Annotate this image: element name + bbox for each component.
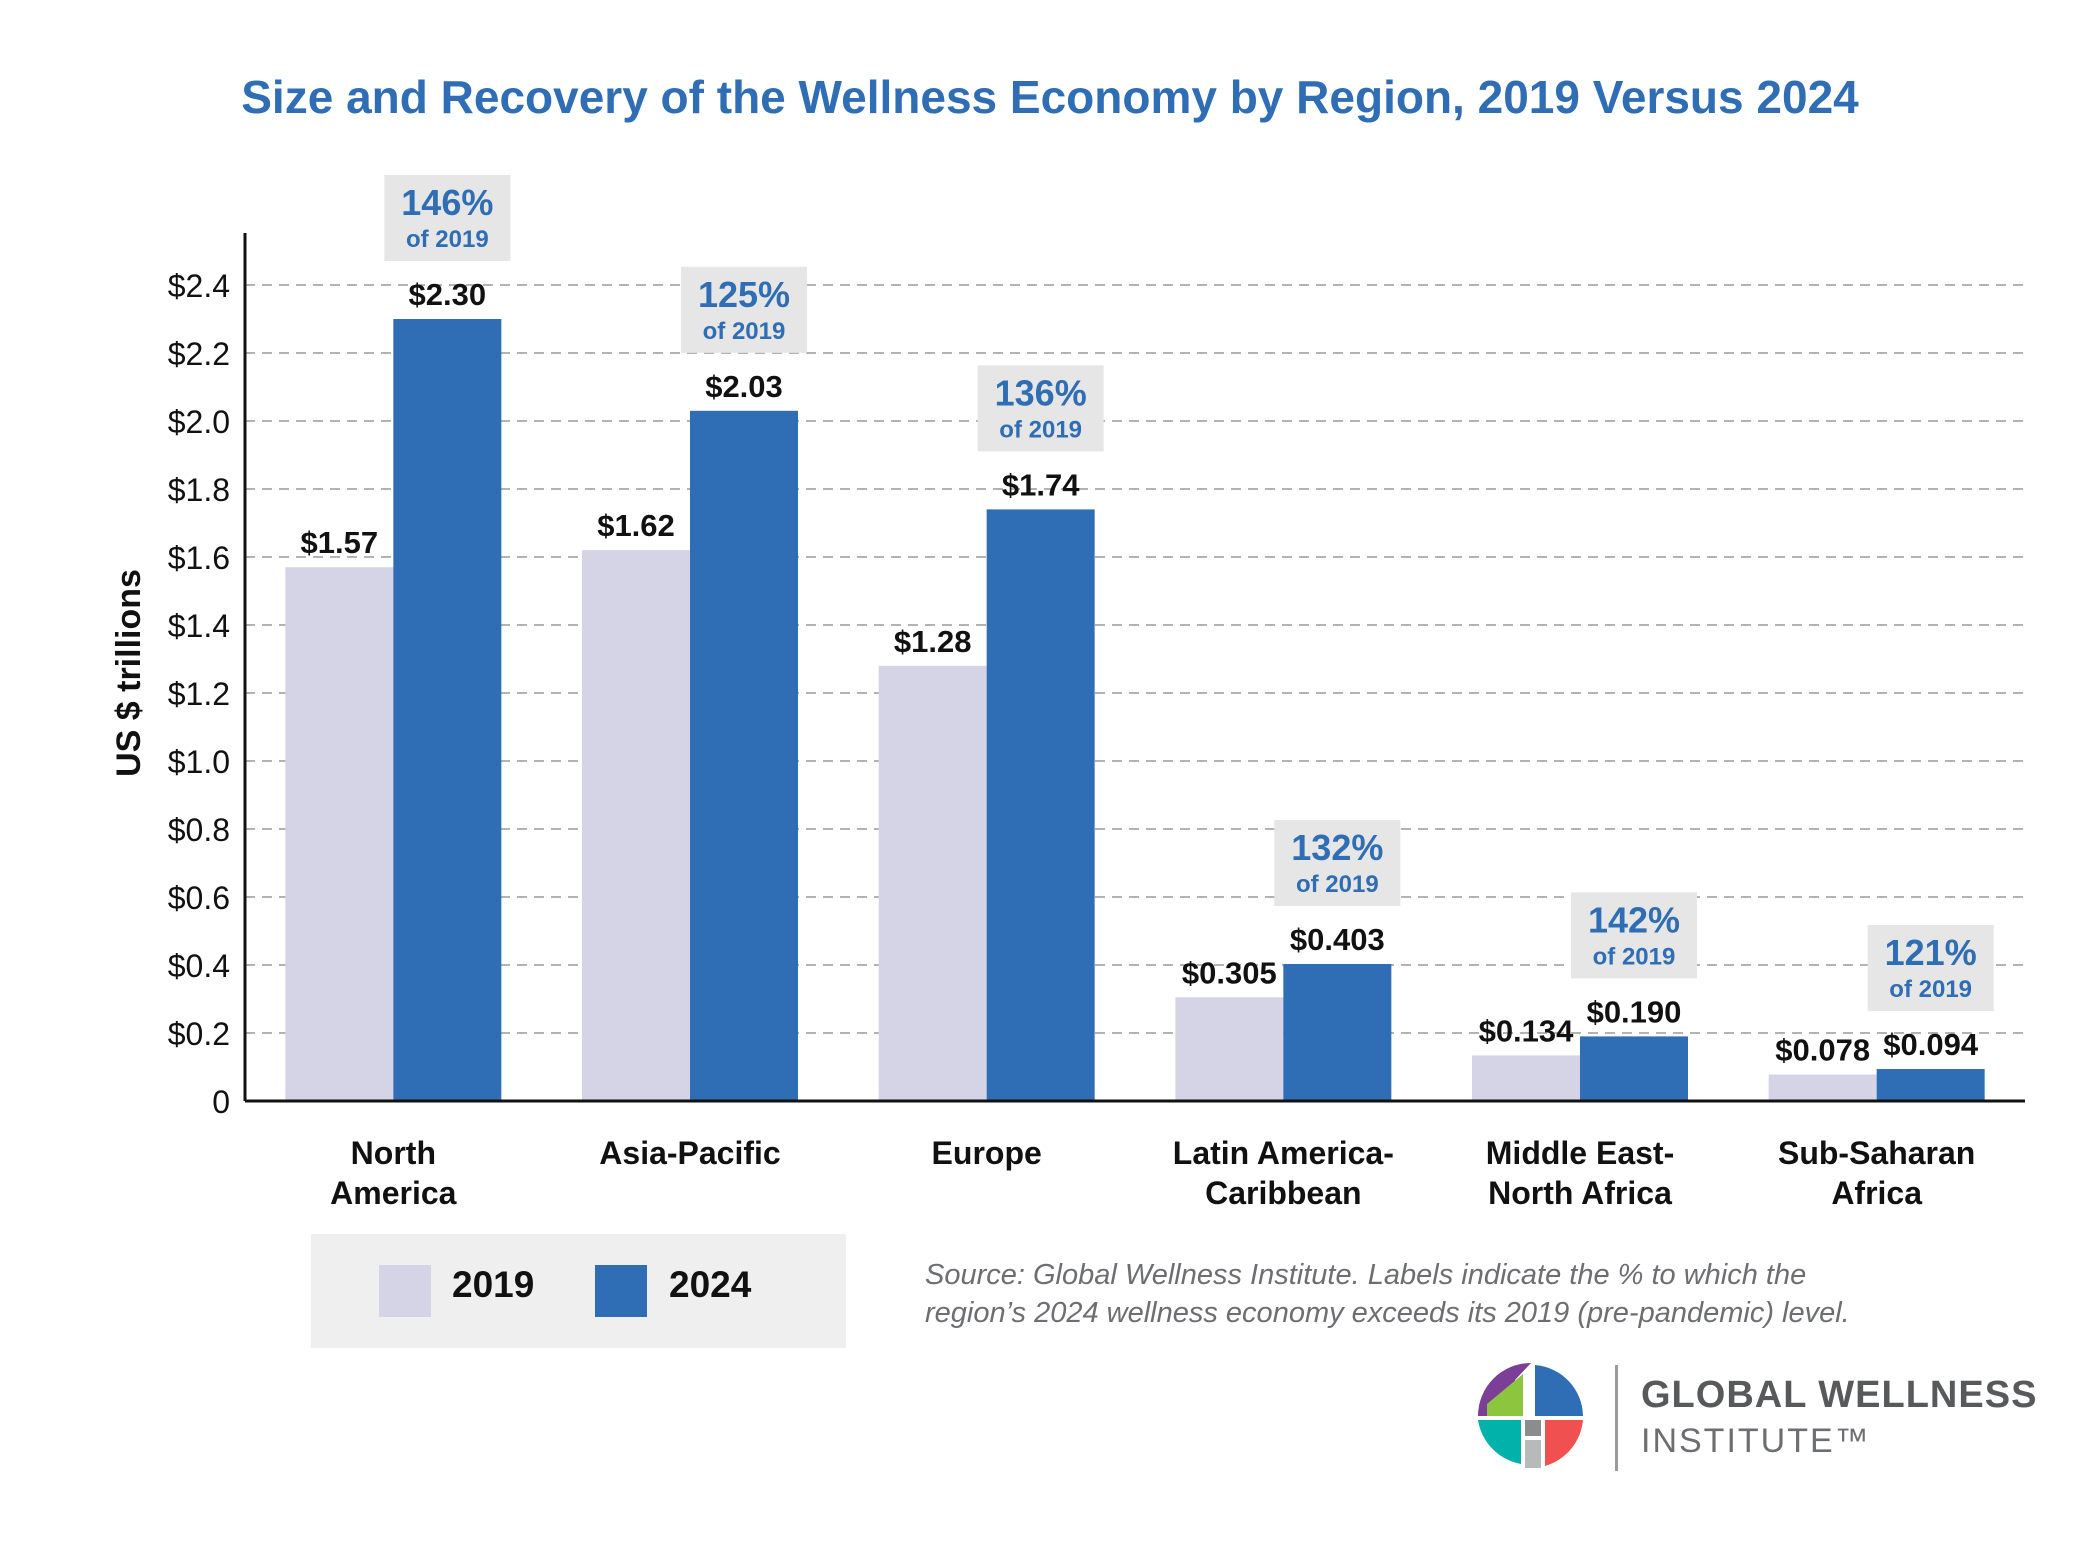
bars [285,319,1985,1101]
chart-title: Size and Recovery of the Wellness Econom… [241,71,1859,123]
value-labels: $1.57 $2.30 $1.62 $2.03 $1.28 $1.74 $0.305 $0.4… [301,277,1979,1067]
annotation-subtext: of 2019 [999,416,1082,443]
source-note-line-1: Source: Global Wellness Institute. Label… [925,1259,1807,1291]
data-label-2024: $2.03 [705,369,783,404]
x-category-label: Caribbean [1205,1175,1361,1211]
source-note: Source: Global Wellness Institute. Label… [925,1256,2025,1332]
annotation-subtext: of 2019 [1296,871,1379,898]
bar-2019 [285,567,394,1101]
source-note-line-2: region’s 2024 wellness economy exceeds i… [925,1297,1850,1329]
data-label-2024: $1.74 [1002,467,1080,502]
y-axis-ticks: 0 $0.2 $0.4 $0.6 $0.8 $1.0 $1.2 $1.4 $1.6 $1.8 $2.… [168,268,230,1120]
x-category-label: Africa [1831,1175,1922,1211]
annotation-percent: 136% [995,372,1087,413]
x-category-label: North [351,1135,436,1171]
data-label-2019: $0.134 [1479,1013,1575,1048]
bar-2019 [878,665,987,1101]
y-tick-label: $1.4 [168,608,230,644]
bar-2019 [1472,1055,1580,1101]
y-tick-label: $0.4 [168,948,230,984]
brand-subtitle: INSTITUTE™ [1641,1422,1871,1460]
legend: 2019 2024 [311,1234,846,1348]
annotation-percent: 142% [1588,899,1680,940]
brand-block: GLOBAL WELLNESS INSTITUTE™ [1475,1360,2075,1480]
annotation-box [681,266,807,353]
x-category-label: North Africa [1488,1175,1672,1211]
annotation-box [1571,892,1697,979]
annotation-subtext: of 2019 [1593,943,1676,970]
brand-name: GLOBAL WELLNESS [1641,1374,2038,1416]
bar-2024 [393,319,502,1101]
annotation-percent: 132% [1291,827,1383,868]
data-label-2019: $0.078 [1775,1032,1870,1067]
x-axis-category-labels: North America Asia-Pacific Europe Latin Amer… [330,1135,1975,1211]
x-category-label: Sub-Saharan [1778,1135,1975,1171]
annotation-box [1274,819,1401,906]
x-category-label: Middle East- [1486,1135,1674,1171]
global-wellness-institute-logo-icon [1478,1363,1584,1469]
annotation-box [977,365,1104,452]
y-tick-label: $1.8 [168,472,230,508]
y-tick-label: $0.2 [168,1016,230,1052]
annotation-percent: 146% [401,182,493,223]
legend-label-2024: 2024 [669,1264,752,1305]
bar-2024 [690,410,798,1101]
data-label-2019: $0.305 [1182,955,1277,990]
annotation-subtext: of 2019 [406,226,489,253]
y-tick-label: $2.0 [168,404,230,440]
data-label-2024: $0.094 [1883,1027,1979,1062]
x-category-label: Europe [932,1135,1042,1171]
bar-2024 [1283,963,1392,1101]
data-label-2024: $0.190 [1587,994,1682,1029]
x-category-label: America [330,1175,457,1211]
gridlines [245,284,2025,1034]
y-tick-label: 0 [212,1084,230,1120]
bar-2024 [1580,1036,1688,1101]
y-tick-label: $0.8 [168,812,230,848]
annotation-subtext: of 2019 [1889,976,1972,1003]
percent-annotations: 146% of 2019 125% of 2019 136% of 2019 132% of … [384,175,1994,1012]
data-label-2019: $1.28 [894,624,972,659]
annotation-percent: 125% [698,274,790,315]
y-tick-label: $1.0 [168,744,230,780]
y-tick-label: $0.6 [168,880,230,916]
legend-label-2019: 2019 [452,1264,535,1305]
annotation-subtext: of 2019 [703,318,786,345]
bar-2019 [1768,1074,1877,1101]
y-tick-label: $2.4 [168,268,230,304]
data-label-2024: $2.30 [409,277,487,312]
bar-2019 [582,550,690,1101]
y-tick-label: $1.2 [168,676,230,712]
bar-2024 [986,509,1095,1101]
data-label-2024: $0.403 [1290,922,1385,957]
annotation-box [384,175,511,261]
x-category-label: Latin America- [1173,1135,1394,1171]
data-label-2019: $1.57 [301,525,379,560]
brand-divider [1615,1365,1618,1471]
y-tick-label: $1.6 [168,540,230,576]
x-category-label: Asia-Pacific [599,1135,780,1171]
data-label-2019: $1.62 [597,508,675,543]
legend-swatch-2024 [595,1265,647,1317]
y-tick-label: $2.2 [168,336,230,372]
bar-2019 [1175,997,1284,1101]
y-axis-title: US $ trillions [110,569,148,777]
annotation-box [1867,925,1994,1012]
annotation-percent: 121% [1885,932,1977,973]
legend-swatch-2019 [379,1265,431,1317]
bar-2024 [1876,1069,1985,1101]
